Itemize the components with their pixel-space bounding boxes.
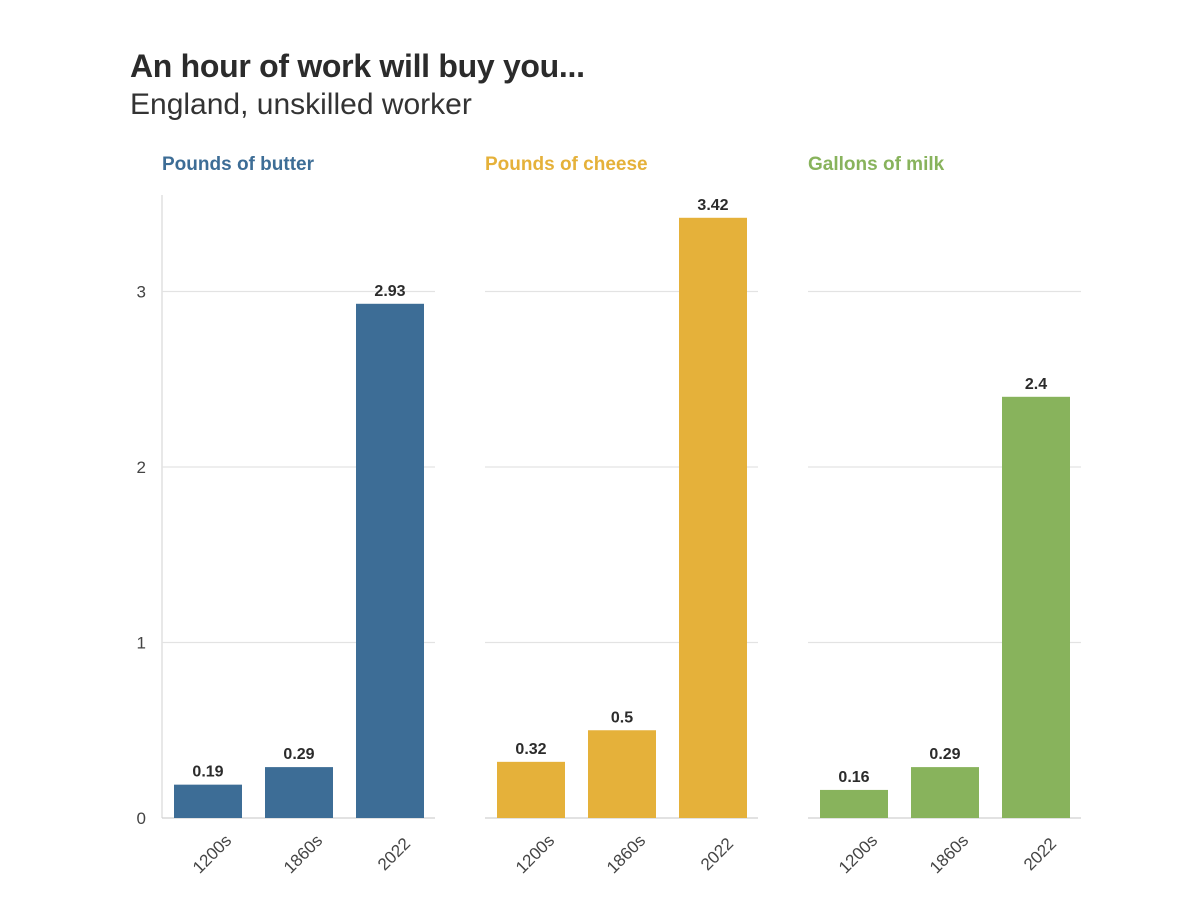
panel-title: Pounds of cheese: [485, 154, 648, 175]
bar-value-label: 0.5: [611, 709, 633, 726]
bar-value-label: 0.32: [515, 741, 546, 758]
y-tick-label: 0: [137, 809, 146, 828]
bar: [174, 784, 242, 818]
bar: [588, 730, 656, 818]
bar-value-label: 0.29: [283, 746, 314, 763]
panel-title: Gallons of milk: [808, 154, 945, 175]
panel-title: Pounds of butter: [162, 154, 315, 175]
y-tick-label: 3: [137, 283, 146, 302]
bar-value-label: 0.16: [838, 769, 869, 786]
x-category-label: 2022: [1020, 834, 1060, 874]
bar-value-label: 0.19: [192, 764, 223, 781]
x-category-label: 1200s: [835, 831, 881, 877]
y-tick-label: 1: [137, 634, 146, 653]
x-category-label: 1860s: [926, 831, 972, 877]
chart-title: An hour of work will buy you...: [130, 48, 585, 84]
bar: [497, 761, 565, 818]
x-category-label: 2022: [374, 834, 414, 874]
bar: [1002, 396, 1070, 818]
bar: [911, 767, 979, 818]
x-category-label: 1860s: [603, 831, 649, 877]
x-category-label: 1200s: [512, 831, 558, 877]
bar-value-label: 2.93: [374, 283, 405, 300]
bar-value-label: 3.42: [697, 197, 728, 214]
x-category-label: 2022: [697, 834, 737, 874]
chart-subtitle: England, unskilled worker: [130, 88, 472, 121]
bar-value-label: 0.29: [929, 746, 960, 763]
y-tick-label: 2: [137, 458, 146, 477]
bar: [820, 789, 888, 818]
bar: [356, 303, 424, 818]
bar-value-label: 2.4: [1025, 376, 1047, 393]
bar: [679, 217, 747, 819]
x-category-label: 1200s: [189, 831, 235, 877]
x-category-label: 1860s: [280, 831, 326, 877]
bar: [265, 767, 333, 818]
